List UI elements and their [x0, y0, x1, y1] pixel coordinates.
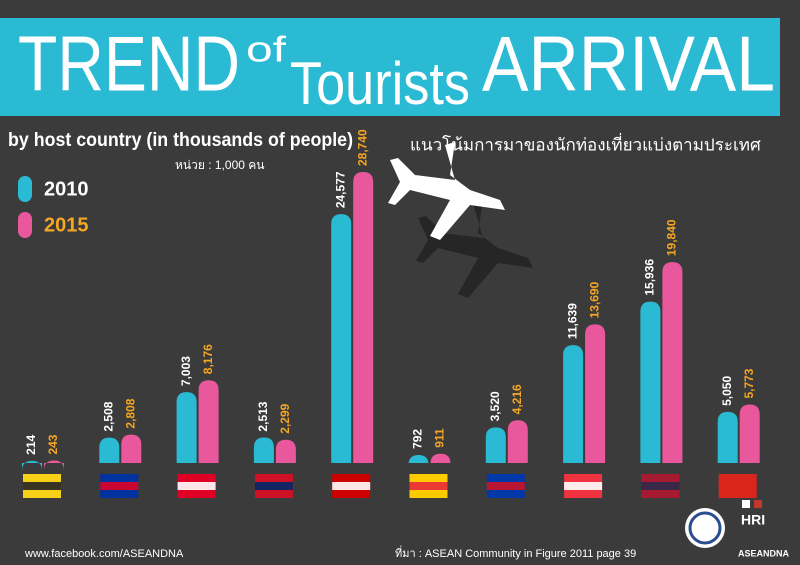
- bar: [44, 460, 64, 471]
- unit-note: หน่วย : 1,000 คน: [175, 158, 264, 172]
- airplane: [388, 142, 505, 240]
- subtitle: by host country (in thousands of people): [8, 130, 353, 151]
- footer-link: www.facebook.com/ASEANDNA: [24, 548, 184, 560]
- airplane-shadow: [416, 200, 533, 298]
- legend-swatch: [18, 212, 32, 238]
- value-label: 19,840: [665, 219, 679, 256]
- value-label: 28,740: [355, 129, 369, 166]
- source: ที่มา : ASEAN Community in Figure 2011 p…: [395, 545, 636, 560]
- value-label: 7,003: [179, 356, 193, 386]
- bar: [22, 460, 42, 471]
- value-label: 15,936: [643, 259, 657, 296]
- legend-swatch: [18, 176, 32, 202]
- flag-stripe: [409, 482, 448, 490]
- value-label: 3,520: [488, 391, 502, 421]
- value-label: 24,577: [333, 171, 347, 208]
- bar: [121, 434, 142, 463]
- logo-seal-ring: [688, 511, 722, 545]
- legend-label: 2015: [44, 214, 89, 236]
- value-label: 243: [46, 434, 60, 454]
- bar: [275, 439, 296, 463]
- value-label: 5,050: [720, 376, 734, 406]
- bar: [585, 324, 606, 463]
- logo-asean: ASEANDNA: [738, 548, 790, 558]
- plot: 2010 2015 214 243 2,508 2,808 7,003 8,176 2,513 2…: [18, 129, 760, 498]
- bar: [507, 420, 528, 463]
- logo-hri: HRI: [741, 512, 765, 528]
- flag-stripe: [177, 482, 216, 490]
- bar: [99, 437, 120, 463]
- bar: [640, 301, 661, 463]
- flag-stripe: [100, 482, 139, 490]
- value-label: 5,773: [742, 368, 756, 398]
- bar: [331, 214, 352, 463]
- bar: [563, 345, 584, 463]
- value-label: 2,808: [123, 398, 137, 428]
- bar: [739, 404, 760, 463]
- bar: [717, 411, 738, 463]
- logo-square: [754, 500, 762, 508]
- bar: [176, 392, 197, 463]
- value-label: 2,513: [256, 401, 270, 431]
- flag-stripe: [718, 482, 757, 490]
- bar: [430, 453, 451, 464]
- flag-stripe: [332, 482, 371, 490]
- value-label: 214: [24, 434, 38, 454]
- value-label: 911: [433, 428, 447, 448]
- bar: [485, 427, 506, 463]
- bar: [662, 262, 683, 463]
- subtitle-th: แนวโน้มการมาของนักท่องเที่ยวแบ่งตามประเท…: [410, 132, 761, 154]
- value-label: 4,216: [510, 384, 524, 414]
- value-label: 13,690: [587, 281, 601, 318]
- flag-stripe: [564, 482, 603, 490]
- title-arrival: ARRIVAL: [482, 20, 775, 108]
- value-label: 8,176: [201, 344, 215, 374]
- flag-stripe: [641, 482, 680, 490]
- title-tourists: Tourists: [290, 50, 470, 117]
- value-label: 2,299: [278, 403, 292, 433]
- flag-stripe: [23, 482, 61, 490]
- logo-square: [742, 500, 750, 508]
- title-trend: TREND: [18, 20, 240, 108]
- value-label: 2,508: [101, 401, 115, 431]
- legend-label: 2010: [44, 178, 89, 200]
- bar: [353, 172, 374, 463]
- title-of: of: [246, 29, 287, 70]
- bar: [253, 437, 274, 463]
- bar: [198, 380, 219, 463]
- flag-stripe: [254, 482, 293, 490]
- flag-stripe: [486, 482, 525, 490]
- value-label: 11,639: [565, 303, 579, 339]
- value-label: 792: [411, 429, 425, 449]
- bar: [408, 454, 429, 465]
- title-banner: [0, 18, 780, 116]
